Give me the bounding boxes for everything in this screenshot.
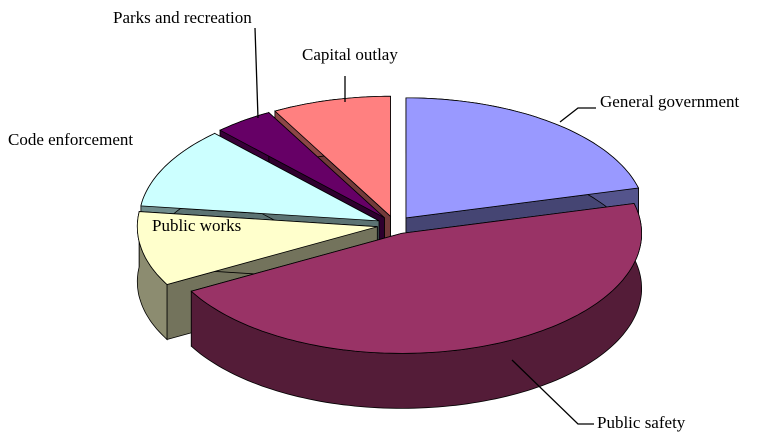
slice-label: Parks and recreation [113,8,252,27]
leader-lines [254,27,596,425]
slice [190,203,642,409]
pie [136,95,642,409]
slice-label: Capital outlay [302,45,398,64]
leader-line [559,107,596,123]
slice-top [140,132,380,222]
slice-top [190,203,642,354]
slice-top [274,95,391,218]
slice-top [405,97,640,219]
leader-line [511,359,594,425]
slice-label: Code enforcement [8,130,133,149]
leader-line [254,27,259,119]
slice-label: Public safety [597,413,686,432]
slice-label: Public works [152,216,241,235]
slice-top [219,112,385,219]
slice-top [136,211,378,285]
slice-label: General government [600,92,740,111]
